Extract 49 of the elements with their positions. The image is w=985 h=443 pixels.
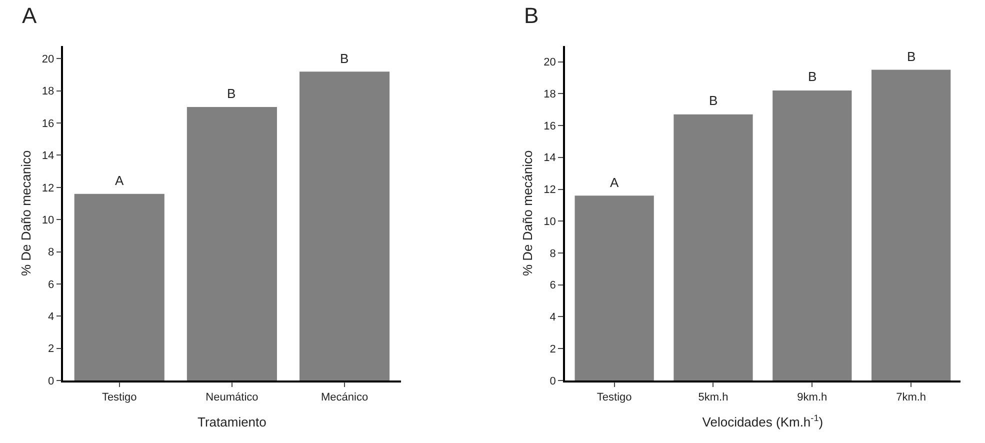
y-tick-label: 20: [544, 56, 556, 69]
y-axis-title: % De Daño mecanico: [18, 150, 34, 276]
y-tick-label: 14: [544, 152, 556, 164]
y-tick-label: 2: [550, 343, 556, 356]
bar: [186, 106, 277, 380]
y-tick-label: 8: [550, 248, 556, 260]
x-tick-label: Neumático: [206, 391, 258, 404]
y-tick-label: 6: [48, 278, 54, 291]
x-tick-label: Testigo: [102, 391, 137, 404]
y-tick-label: 4: [48, 310, 54, 323]
y-tick-label: 10: [544, 216, 556, 228]
chart-title: A: [22, 3, 37, 28]
y-tick-label: 18: [42, 86, 54, 98]
annotation: B: [227, 86, 236, 101]
y-tick-label: 0: [48, 375, 54, 388]
annotation: B: [808, 69, 817, 84]
x-tick-label: 5km.h: [698, 391, 728, 404]
bar: [674, 114, 753, 380]
bar: [74, 194, 164, 380]
y-tick-label: 14: [42, 150, 54, 162]
annotation: A: [610, 175, 619, 190]
y-tick-label: 20: [42, 54, 54, 66]
x-tick-label: 7km.h: [896, 391, 926, 404]
bar: [300, 72, 390, 380]
annotation: B: [709, 93, 718, 108]
y-tick-label: 4: [550, 312, 556, 324]
x-axis-title: Velocidades (Km.h$^{-1}$): [702, 413, 824, 430]
y-tick-label: 16: [544, 120, 556, 132]
annotation: B: [340, 51, 349, 66]
y-axis-title: % De Daño mecánico: [520, 150, 536, 276]
bar: [574, 196, 654, 380]
y-tick-label: 12: [544, 184, 556, 196]
y-tick-label: 6: [550, 280, 556, 292]
y-tick-label: 10: [42, 214, 54, 226]
bar: [772, 90, 852, 380]
bar: [872, 70, 951, 380]
y-tick-label: 8: [48, 246, 54, 259]
y-tick-label: 12: [42, 182, 54, 194]
y-tick-label: 16: [42, 118, 54, 130]
x-tick-label: 9km.h: [797, 391, 828, 404]
y-tick-label: 2: [48, 343, 54, 356]
y-tick-label: 0: [550, 375, 556, 388]
chart-title: B: [524, 3, 539, 28]
y-tick-label: 18: [544, 88, 556, 100]
x-tick-label: Testigo: [596, 391, 632, 404]
x-axis-title: Tratamiento: [198, 414, 266, 430]
annotation: A: [115, 173, 124, 188]
x-tick-label: Mecánico: [320, 391, 368, 404]
annotation: B: [907, 49, 916, 64]
